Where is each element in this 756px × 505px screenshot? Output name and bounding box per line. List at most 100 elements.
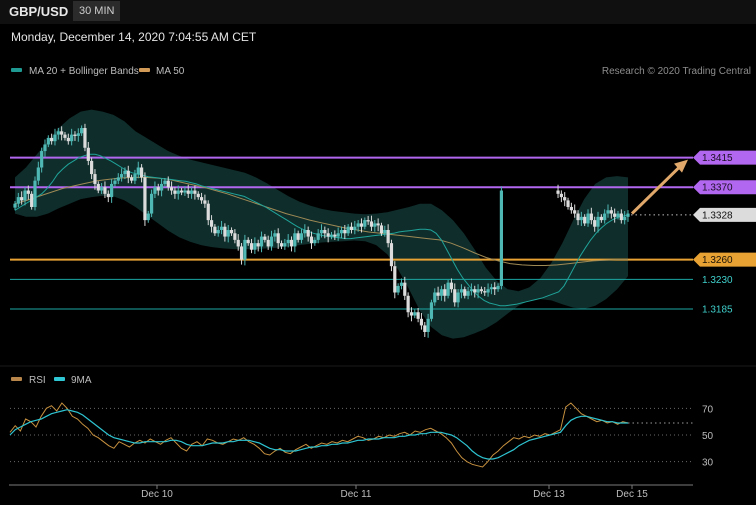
candle xyxy=(576,210,580,226)
candle xyxy=(489,283,494,295)
candle xyxy=(166,176,170,191)
candle xyxy=(433,288,437,306)
candle-body xyxy=(249,243,254,250)
candle-body xyxy=(70,134,74,142)
candle xyxy=(123,167,127,180)
candle-body xyxy=(416,312,420,319)
candle-body xyxy=(563,197,567,201)
candle xyxy=(493,282,497,295)
candle-body xyxy=(289,239,294,247)
candle xyxy=(236,234,240,251)
candle-body xyxy=(326,233,330,237)
candle xyxy=(586,209,590,227)
candle-body xyxy=(196,193,200,198)
candle-body xyxy=(469,289,474,292)
candle xyxy=(130,174,134,184)
candle xyxy=(316,229,320,244)
candle xyxy=(209,215,214,233)
candle xyxy=(619,209,623,224)
candle xyxy=(409,307,414,322)
candle xyxy=(459,284,464,299)
candle-body xyxy=(329,234,334,237)
legend-swatch-ma20 xyxy=(11,68,22,72)
candle-body xyxy=(599,216,603,221)
candle-body xyxy=(306,230,310,237)
candle-body xyxy=(23,190,27,201)
candle-body xyxy=(386,230,390,244)
candle-body xyxy=(286,239,290,244)
candle-body xyxy=(273,233,277,237)
time-tick-label: Dec 11 xyxy=(341,489,372,500)
candle-body xyxy=(323,230,327,234)
candle-body xyxy=(66,137,70,142)
candle-body xyxy=(76,133,80,136)
candle xyxy=(389,239,394,272)
candle xyxy=(156,183,160,196)
candle-body xyxy=(333,234,337,237)
candle-body xyxy=(303,230,307,234)
candle-body xyxy=(446,282,450,296)
candle-body xyxy=(383,230,387,234)
candle-body xyxy=(46,137,50,145)
candle xyxy=(599,214,603,223)
candle xyxy=(40,147,44,173)
candle xyxy=(169,181,174,195)
candle-body xyxy=(60,131,64,135)
rsi-line xyxy=(9,402,629,468)
candle-body xyxy=(183,190,187,193)
candle xyxy=(356,220,360,232)
level-lines xyxy=(10,156,693,310)
level-tag-label: 1.3185 xyxy=(702,304,733,315)
time-tick-label: Dec 10 xyxy=(141,489,173,500)
candle xyxy=(96,181,100,194)
candle xyxy=(106,190,110,203)
candle xyxy=(336,227,340,241)
candle xyxy=(23,187,27,206)
level-tag: 1.3370 xyxy=(693,180,756,195)
candle-body xyxy=(626,213,630,217)
candle xyxy=(286,234,290,248)
rsi-tick-label: 30 xyxy=(702,458,714,469)
candle-body xyxy=(363,220,367,227)
candle xyxy=(176,185,180,200)
candle-body xyxy=(473,289,477,293)
candle xyxy=(26,185,30,200)
candle xyxy=(46,135,50,148)
candle xyxy=(33,176,37,211)
candle-body xyxy=(193,190,197,194)
level-tag-box xyxy=(693,252,756,267)
candle xyxy=(406,292,410,318)
candle xyxy=(623,211,627,225)
candle-body xyxy=(376,223,380,226)
candle xyxy=(453,283,457,307)
candle xyxy=(246,237,250,246)
candle xyxy=(293,228,297,253)
candle xyxy=(303,224,307,238)
candle xyxy=(263,233,267,243)
timeframe-button[interactable]: 30 MIN xyxy=(73,1,121,21)
candle xyxy=(30,191,34,210)
candle xyxy=(283,238,287,250)
rsi-gridlines xyxy=(10,407,693,463)
candle xyxy=(70,128,74,146)
candle xyxy=(80,125,84,136)
candle-body xyxy=(459,289,464,293)
candle xyxy=(20,191,24,205)
candle xyxy=(110,178,114,203)
candle xyxy=(439,285,444,301)
candle xyxy=(83,123,87,152)
candle-body xyxy=(253,243,257,250)
candle xyxy=(269,230,274,251)
candle-body xyxy=(73,134,77,136)
candle xyxy=(229,227,234,236)
candle xyxy=(289,236,294,252)
candle-body xyxy=(296,233,300,240)
candle xyxy=(476,284,480,299)
candle-body xyxy=(40,151,44,168)
candle-body xyxy=(406,295,410,313)
candle-body xyxy=(436,292,440,296)
candle xyxy=(223,223,227,242)
candle xyxy=(556,184,560,199)
bollinger-band-area xyxy=(15,109,628,339)
candle xyxy=(376,218,380,232)
